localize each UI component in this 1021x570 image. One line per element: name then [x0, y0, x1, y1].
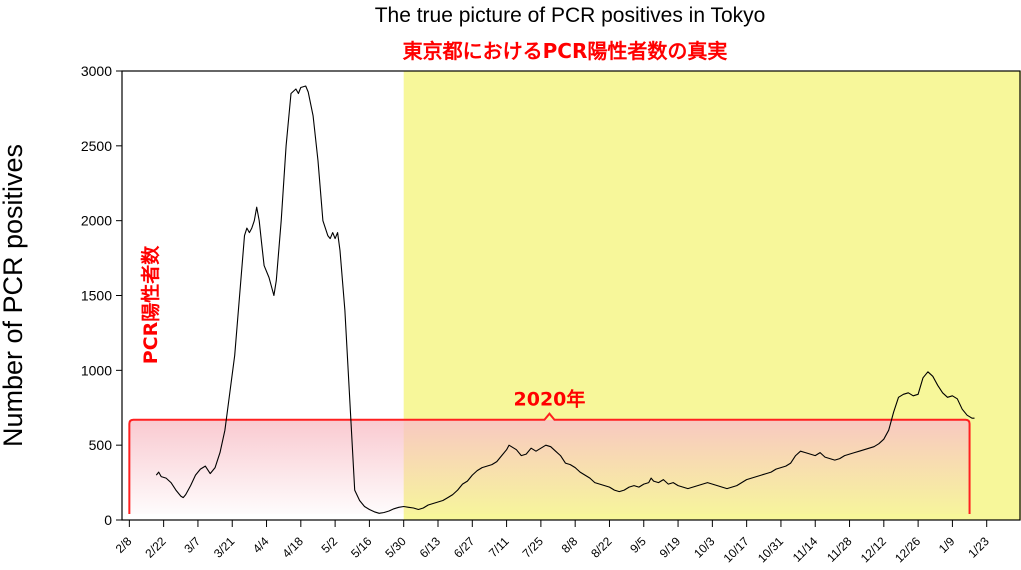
x-tick-label: 7/25	[520, 534, 547, 561]
x-tick-label: 11/14	[790, 534, 821, 565]
x-tick-label: 9/5	[627, 534, 649, 556]
y-tick-label: 0	[104, 512, 112, 528]
y-tick-label: 500	[89, 437, 113, 453]
x-tick-label: 6/13	[417, 534, 444, 561]
bracket-label: 2020年	[514, 388, 586, 411]
x-tick-label: 10/17	[721, 534, 752, 565]
y-tick-label: 1000	[81, 362, 112, 378]
x-tick-label: 1/9	[936, 534, 958, 556]
x-tick-label: 10/31	[755, 534, 786, 565]
y-tick-label: 2500	[81, 138, 112, 154]
x-tick-label: 8/8	[559, 534, 581, 556]
x-tick-label: 9/19	[657, 534, 684, 561]
x-tick-label: 5/16	[348, 534, 375, 561]
series-layer	[155, 85, 975, 514]
x-tick-label: 2/22	[142, 534, 169, 561]
x-tick-label: 4/4	[250, 534, 272, 556]
x-axis: 2/8 2/22 3/7 3/21 4/4 4/18 5/2 5/16 5/30 6/13 6/27…	[113, 520, 992, 565]
chart-title: The true picture of PCR positives in Tok…	[375, 4, 766, 27]
x-tick-label: 5/2	[319, 534, 341, 556]
x-tick-label: 6/27	[451, 534, 478, 561]
y-tick-label: 2000	[81, 213, 112, 229]
x-tick-label: 12/12	[858, 534, 889, 565]
x-tick-label: 3/21	[211, 534, 238, 561]
x-tick-label: 1/23	[965, 534, 992, 561]
x-tick-label: 4/18	[280, 534, 307, 561]
vertical-note: PCR陽性者数	[139, 245, 162, 364]
x-tick-label: 8/22	[588, 534, 615, 561]
x-tick-label: 2/8	[113, 534, 135, 556]
x-tick-label: 7/11	[486, 534, 512, 560]
bracket-fill	[129, 419, 970, 514]
plot-area: 2020年 PCR陽性者数	[121, 70, 1021, 521]
x-tick-label: 12/26	[892, 534, 923, 565]
chart-subtitle: 東京都におけるPCR陽性者数の真実	[403, 39, 728, 63]
x-tick-label: 11/28	[824, 534, 855, 565]
bracket-outline	[128, 412, 971, 514]
series-line-0	[155, 85, 975, 514]
y-axis-label: Number of PCR positives	[0, 144, 28, 447]
y-axis: 0 500 1000 1500 2000 2500 3000	[81, 63, 122, 528]
x-tick-label: 5/30	[382, 534, 409, 561]
x-tick-label: 10/3	[691, 534, 718, 561]
x-tick-label: 3/7	[181, 534, 203, 556]
y-tick-label: 1500	[81, 288, 112, 304]
y-tick-label: 3000	[81, 63, 112, 79]
